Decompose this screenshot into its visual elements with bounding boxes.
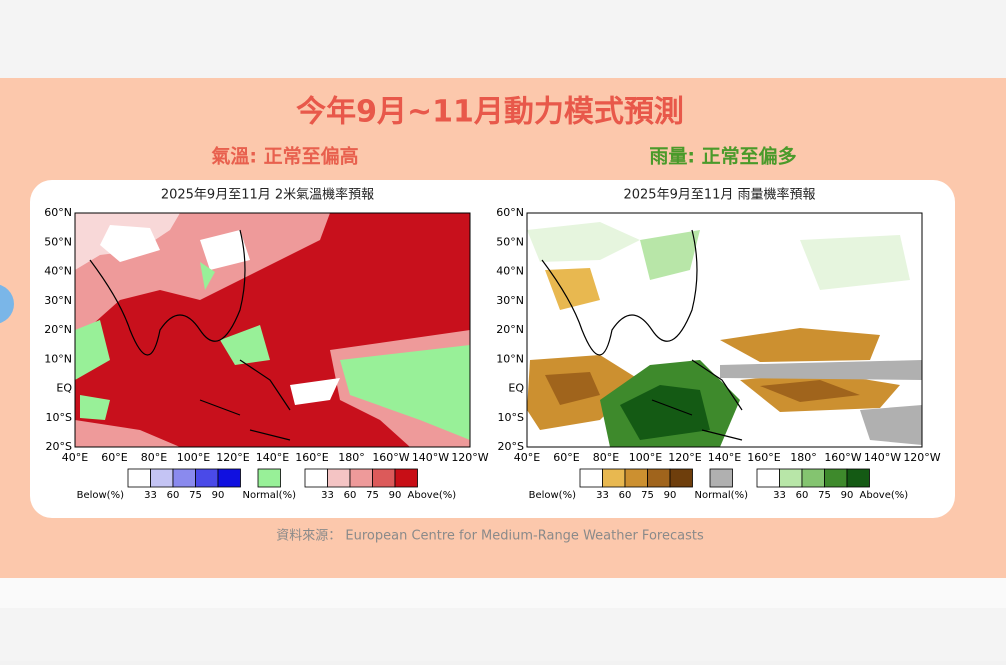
legend-label: Normal(%) (243, 490, 297, 501)
legend-swatch (647, 468, 671, 488)
legend-swatch (756, 468, 780, 488)
legend-swatch (779, 468, 803, 488)
legend-swatch (217, 468, 241, 488)
lon-label: 140°W (412, 451, 449, 464)
lat-label: 20°N (496, 323, 524, 336)
lon-label: 120°E (216, 451, 249, 464)
lon-label: 120°W (451, 451, 488, 464)
lon-label: 180° (338, 451, 365, 464)
lon-label: 80°E (141, 451, 167, 464)
legend-swatch (846, 468, 870, 488)
legend-swatch (824, 468, 848, 488)
legend-swatch (172, 468, 196, 488)
lat-label: 60°N (44, 206, 72, 219)
legend-swatch (349, 468, 373, 488)
legend-label: Above(%) (860, 490, 909, 501)
map-title: 2025年9月至11月 2米氣溫機率預報 (161, 187, 374, 203)
lon-label: 160°E (747, 451, 780, 464)
legend-tick: 75 (189, 490, 202, 501)
legend-swatch (127, 468, 151, 488)
lon-label: 40°E (514, 451, 540, 464)
legend-tick: 90 (664, 490, 677, 501)
legend-tick: 60 (619, 490, 632, 501)
legend-tick: 60 (167, 490, 180, 501)
legend-label: Normal(%) (695, 490, 749, 501)
band (0, 578, 1006, 608)
lat-label: 20°S (46, 440, 72, 453)
legend-tick: 90 (212, 490, 225, 501)
lon-label: 180° (790, 451, 817, 464)
title: 今年9月~11月動力模式預測 (296, 95, 684, 130)
legend-tick: 60 (796, 490, 809, 501)
legend-swatch (372, 468, 396, 488)
legend-swatch (801, 468, 825, 488)
legend-label: Above(%) (408, 490, 457, 501)
lat-label: 20°S (498, 440, 524, 453)
legend-swatch (150, 468, 174, 488)
lat-label: 20°N (44, 323, 72, 336)
lon-label: 120°E (668, 451, 701, 464)
legend-swatch (579, 468, 603, 488)
legend-tick: 75 (818, 490, 831, 501)
lon-label: 100°E (177, 451, 210, 464)
legend-label: Below(%) (529, 490, 576, 501)
lat-label: 30°N (496, 294, 524, 307)
legend-tick: 75 (366, 490, 379, 501)
legend-tick: 60 (344, 490, 357, 501)
lat-label: EQ (508, 382, 524, 395)
legend-swatch (257, 468, 281, 488)
legend-swatch (327, 468, 351, 488)
lat-label: 10°N (44, 352, 72, 365)
temp-map (74, 212, 471, 448)
legend-tick: 90 (389, 490, 402, 501)
lat-label: 50°N (44, 235, 72, 248)
map-title: 2025年9月至11月 雨量機率預報 (623, 187, 815, 203)
legend-tick: 33 (596, 490, 609, 501)
legend-swatch (602, 468, 626, 488)
lat-label: 10°S (46, 411, 72, 424)
lat-label: 30°N (44, 294, 72, 307)
lat-label: 10°S (498, 411, 524, 424)
lat-label: EQ (56, 382, 72, 395)
lat-label: 60°N (496, 206, 524, 219)
lat-label: 40°N (44, 265, 72, 278)
lon-label: 160°E (295, 451, 328, 464)
lon-label: 160°W (372, 451, 409, 464)
legend-label: Below(%) (77, 490, 124, 501)
lon-label: 140°E (256, 451, 289, 464)
legend-tick: 75 (641, 490, 654, 501)
lon-label: 40°E (62, 451, 88, 464)
lon-label: 60°E (553, 451, 579, 464)
lon-label: 80°E (593, 451, 619, 464)
lon-label: 100°E (629, 451, 662, 464)
legend-tick: 90 (841, 490, 854, 501)
legend-tick: 33 (773, 490, 786, 501)
lat-label: 40°N (496, 265, 524, 278)
lat-label: 50°N (496, 235, 524, 248)
lon-label: 120°W (903, 451, 940, 464)
lon-label: 140°W (864, 451, 901, 464)
source: 資料來源： European Centre for Medium-Range W… (276, 529, 704, 544)
lon-label: 60°E (101, 451, 127, 464)
lon-label: 140°E (708, 451, 741, 464)
legend-tick: 33 (144, 490, 157, 501)
left-heading: 氣溫: 正常至偏高 (211, 145, 358, 168)
rain-map (526, 212, 923, 448)
lat-label: 10°N (496, 352, 524, 365)
legend-swatch (304, 468, 328, 488)
lon-label: 160°W (824, 451, 861, 464)
legend-swatch (709, 468, 733, 488)
legend-swatch (669, 468, 693, 488)
legend-swatch (195, 468, 219, 488)
nav-dot[interactable] (0, 284, 14, 324)
legend-tick: 33 (321, 490, 334, 501)
right-heading: 雨量: 正常至偏多 (649, 145, 796, 168)
legend-swatch (394, 468, 418, 488)
legend-swatch (624, 468, 648, 488)
